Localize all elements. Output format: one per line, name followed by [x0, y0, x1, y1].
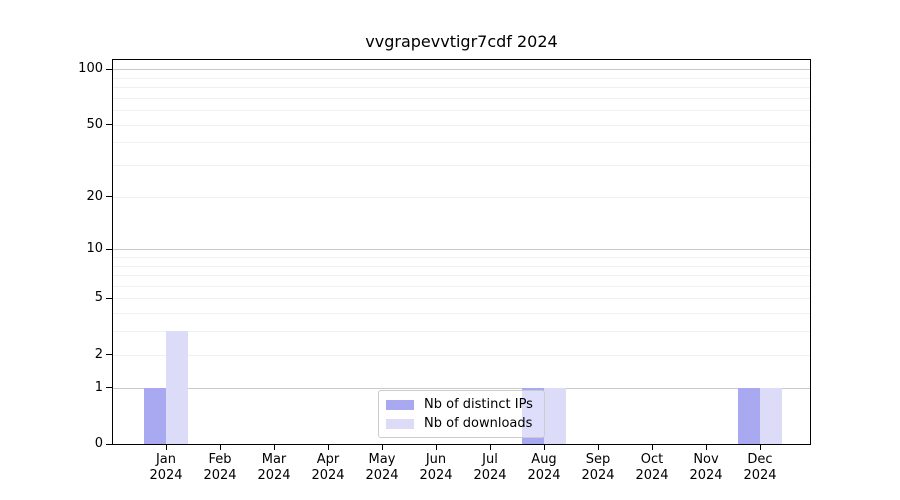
x-tick-year: 2024 — [581, 467, 615, 483]
x-tick-month: Oct — [640, 452, 664, 467]
x-tick-year: 2024 — [689, 467, 723, 483]
y-tick-label: 20 — [86, 188, 103, 204]
y-tick-mark — [106, 443, 113, 445]
minor-gridline — [113, 77, 810, 79]
x-tick-label: May 2024 — [355, 452, 409, 483]
x-tick-mark — [489, 445, 491, 450]
major-gridline — [113, 387, 810, 389]
x-tick-year: 2024 — [419, 467, 453, 483]
y-tick-label: 5 — [94, 290, 103, 306]
legend-swatch-distinct-ips — [386, 399, 414, 410]
legend: Nb of distinct IPs Nb of downloads — [378, 390, 545, 438]
minor-gridline — [113, 165, 810, 167]
y-tick-mark — [106, 124, 113, 126]
x-tick-label: Aug 2024 — [517, 452, 571, 483]
y-tick-label: 2 — [94, 346, 103, 362]
x-tick-label: Mar 2024 — [247, 452, 301, 483]
x-tick-year: 2024 — [527, 467, 561, 483]
y-tick-mark — [106, 297, 113, 300]
y-tick-mark — [106, 354, 113, 356]
bar-downloads-dec — [760, 387, 782, 444]
x-tick-mark — [651, 445, 653, 450]
plot-area: Nb of distinct IPs Nb of downloads — [112, 59, 811, 445]
minor-gridline — [113, 313, 810, 315]
x-tick-label: Jul 2024 — [463, 452, 517, 483]
bar-distinct-ips-dec — [738, 387, 760, 444]
x-tick-year: 2024 — [257, 467, 291, 483]
x-tick-mark — [327, 445, 329, 450]
x-tick-year: 2024 — [365, 467, 399, 483]
x-tick-year: 2024 — [149, 467, 183, 483]
y-tick-label: 1 — [94, 379, 103, 395]
x-tick-mark — [219, 445, 221, 450]
legend-entry-distinct-ips: Nb of distinct IPs — [386, 395, 537, 414]
x-tick-mark — [273, 445, 275, 450]
minor-gridline — [113, 87, 810, 89]
x-tick-month: Aug — [531, 452, 557, 467]
y-tick-label: 50 — [86, 116, 103, 132]
minor-gridline — [113, 275, 810, 277]
x-tick-label: Apr 2024 — [301, 452, 355, 483]
x-tick-label: Sep 2024 — [571, 452, 625, 483]
major-gridline — [113, 69, 810, 71]
x-tick-label: Dec 2024 — [733, 452, 787, 483]
minor-gridline — [113, 124, 810, 126]
minor-gridline — [113, 256, 810, 258]
x-tick-mark — [597, 445, 599, 450]
minor-gridline — [113, 331, 810, 333]
x-tick-mark — [435, 445, 437, 450]
x-tick-year: 2024 — [635, 467, 669, 483]
bar-distinct-ips-jan — [144, 387, 166, 444]
x-tick-month: Nov — [693, 452, 719, 467]
y-tick-mark — [106, 68, 113, 70]
x-tick-mark — [543, 445, 545, 450]
x-tick-mark — [381, 445, 383, 450]
x-tick-month: Sep — [585, 452, 611, 467]
x-tick-label: Feb 2024 — [193, 452, 247, 483]
x-tick-year: 2024 — [311, 467, 345, 483]
x-tick-label: Jan 2024 — [139, 452, 193, 483]
x-tick-year: 2024 — [473, 467, 507, 483]
y-tick-label: 100 — [78, 61, 103, 77]
x-tick-month: Feb — [208, 452, 232, 467]
x-tick-label: Oct 2024 — [625, 452, 679, 483]
x-tick-month: Mar — [261, 452, 287, 467]
minor-gridline — [113, 285, 810, 287]
legend-swatch-downloads — [386, 418, 414, 429]
bar-downloads-aug — [544, 387, 566, 444]
x-tick-label: Nov 2024 — [679, 452, 733, 483]
x-tick-year: 2024 — [203, 467, 237, 483]
x-tick-year: 2024 — [743, 467, 777, 483]
major-gridline — [113, 249, 810, 251]
legend-label-downloads: Nb of downloads — [424, 416, 533, 431]
x-tick-month: Apr — [316, 452, 340, 467]
y-tick-mark — [106, 196, 113, 198]
x-tick-month: Dec — [747, 452, 773, 467]
minor-gridline — [113, 196, 810, 198]
y-tick-label: 10 — [86, 241, 103, 257]
minor-gridline — [113, 354, 810, 356]
y-tick-label: 0 — [94, 436, 103, 451]
x-tick-month: Jun — [425, 452, 447, 467]
legend-entry-downloads: Nb of downloads — [386, 414, 537, 433]
x-tick-month: Jan — [155, 452, 177, 467]
x-tick-mark — [705, 445, 707, 450]
chart-title: vvgrapevvtigr7cdf 2024 — [365, 32, 558, 51]
x-tick-month: May — [368, 452, 396, 467]
legend-label-distinct-ips: Nb of distinct IPs — [424, 397, 533, 412]
x-tick-month: Jul — [482, 452, 498, 467]
y-tick-mark — [106, 248, 113, 250]
minor-gridline — [113, 265, 810, 267]
x-tick-label: Jun 2024 — [409, 452, 463, 483]
y-tick-mark — [106, 387, 113, 389]
minor-gridline — [113, 142, 810, 144]
bar-downloads-jan — [166, 331, 188, 444]
minor-gridline — [113, 298, 810, 300]
minor-gridline — [113, 97, 810, 99]
x-tick-mark — [165, 445, 167, 450]
x-tick-mark — [759, 445, 761, 450]
minor-gridline — [113, 110, 810, 112]
